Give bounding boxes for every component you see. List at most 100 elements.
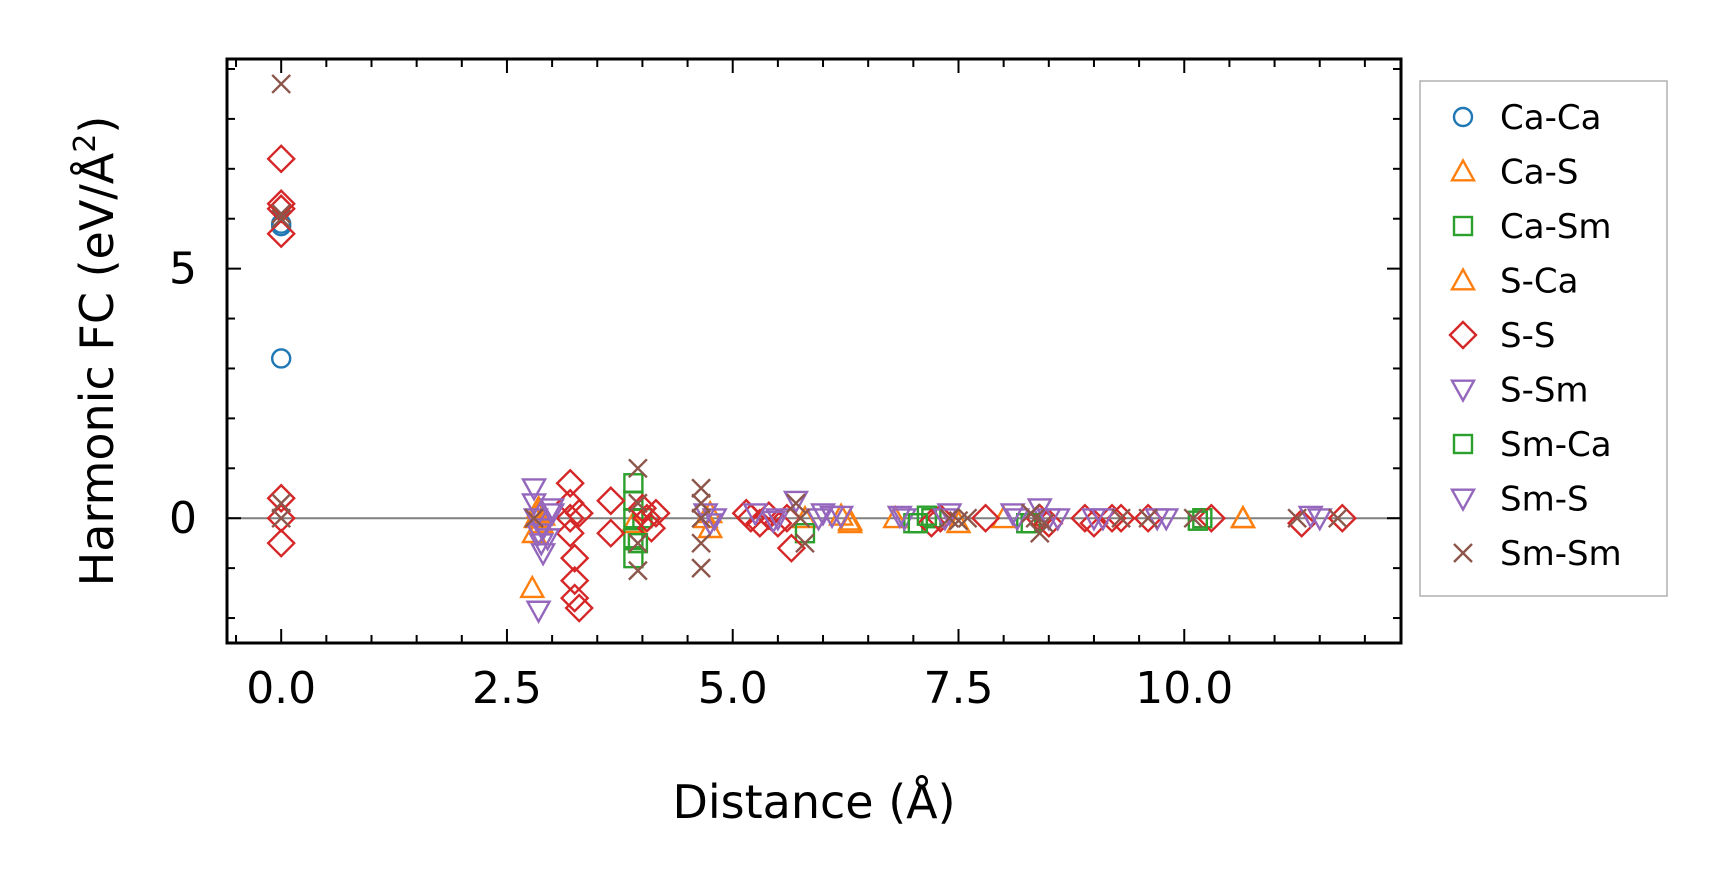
series-s-s (266, 144, 1357, 623)
data-point (271, 203, 292, 224)
data-point (525, 600, 552, 625)
series-sm-s (530, 503, 1333, 542)
series-sm-sm (271, 74, 1348, 581)
data-point (886, 505, 913, 530)
data-point (628, 493, 648, 514)
x-tick-label: 5.0 (698, 663, 768, 714)
data-point (1089, 508, 1117, 532)
legend-entry: S-Sm (1449, 371, 1589, 411)
x-tick-label: 10.0 (1135, 663, 1233, 714)
data-point (760, 510, 787, 535)
data-point (1153, 508, 1180, 532)
legend-entry: Ca-Sm (1452, 207, 1612, 247)
y-tick-label: 5 (169, 244, 197, 295)
data-point (1286, 508, 1317, 538)
data-point (271, 208, 292, 229)
data-point (736, 503, 766, 533)
data-point (627, 532, 649, 554)
x-tick-label: 7.5 (924, 663, 994, 714)
legend-marker (1448, 320, 1478, 350)
data-point (1079, 508, 1109, 538)
data-point (521, 478, 548, 502)
plot-content (227, 74, 1401, 625)
data-point (636, 513, 667, 543)
data-point (641, 498, 671, 528)
axis-ticks: 0.0 2.5 5.0 7.5 10.0 0 5 (169, 59, 1401, 714)
data-point (809, 503, 837, 527)
data-point (1035, 508, 1062, 532)
data-point (628, 560, 648, 581)
data-point (271, 508, 292, 529)
plot-frame (225, 57, 1403, 645)
data-point (697, 513, 724, 537)
y-axis-label-close: ) (70, 116, 124, 134)
data-point (1004, 508, 1031, 532)
data-point (596, 486, 626, 516)
legend-entry: Sm-Sm (1453, 534, 1622, 574)
legend-label: S-Sm (1500, 371, 1589, 411)
data-point (742, 503, 769, 527)
legend-label: S-Ca (1500, 262, 1578, 302)
legend-marker (1452, 215, 1474, 237)
data-point (999, 503, 1026, 527)
data-point (691, 478, 711, 499)
data-point (628, 533, 648, 554)
data-point (521, 493, 548, 517)
data-point (559, 583, 590, 613)
legend-entry: Ca-S (1449, 153, 1578, 193)
legend-label: Ca-S (1500, 153, 1578, 193)
y-tick-label: 0 (169, 493, 197, 544)
data-point (555, 468, 585, 498)
data-point (519, 574, 546, 599)
legend-marker (1449, 379, 1477, 403)
x-tick-label: 2.5 (472, 663, 542, 714)
data-point (559, 543, 590, 573)
data-point (1183, 508, 1204, 529)
data-point (1034, 513, 1055, 534)
legend-entry: Sm-S (1449, 480, 1589, 520)
data-point (1229, 504, 1257, 529)
data-point (266, 189, 296, 219)
legend-label: S-S (1500, 316, 1555, 356)
data-point (764, 508, 791, 532)
legend-marker (1453, 543, 1473, 563)
data-point (691, 558, 711, 578)
data-point (970, 503, 1001, 533)
data-point (805, 508, 832, 532)
data-point (564, 593, 594, 623)
data-point (632, 503, 662, 533)
data-point (555, 503, 585, 533)
data-point (691, 493, 711, 514)
data-point (596, 518, 626, 548)
legend-label: Sm-Sm (1500, 534, 1622, 574)
data-point (628, 458, 648, 479)
legend-label: Ca-Sm (1500, 207, 1612, 247)
data-point (564, 498, 594, 528)
data-point (1196, 503, 1227, 533)
x-tick-label: 0.0 (246, 663, 316, 714)
data-point (691, 508, 711, 529)
legend-label: Sm-Ca (1500, 425, 1612, 465)
data-point (782, 490, 809, 515)
data-point (1306, 508, 1333, 532)
data-point (916, 505, 938, 526)
data-point (1327, 508, 1348, 529)
data-point (530, 518, 557, 542)
data-point (271, 493, 292, 514)
legend-entry: Ca-Ca (1452, 98, 1601, 138)
data-point (795, 533, 815, 554)
legend-marker (1449, 267, 1477, 291)
series-ca-ca (270, 213, 292, 369)
legend-box (1419, 80, 1668, 597)
y-axis-label: Harmonic FC (eV/Å2) (68, 116, 124, 587)
data-point (1138, 508, 1158, 529)
legend: Ca-Ca Ca-S Ca-Sm S-Ca S-S S-Sm Sm-Ca Sm-S Sm-Sm (1419, 80, 1668, 597)
data-point (819, 505, 846, 530)
data-point (763, 508, 793, 538)
data-point (270, 348, 292, 369)
legend-entry: Sm-Ca (1452, 425, 1612, 465)
data-point (623, 473, 644, 494)
data-point (701, 508, 728, 532)
data-point (539, 503, 566, 527)
legend-marker (1452, 433, 1474, 455)
